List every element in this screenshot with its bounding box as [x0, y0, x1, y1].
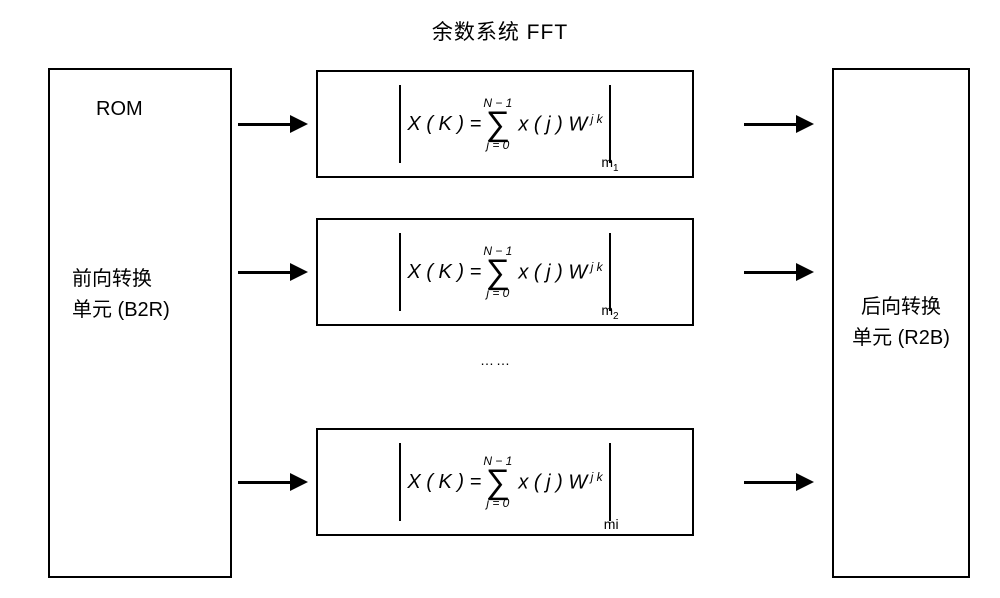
formula-box-2: X ( K ) =N − 1∑j = 0 x ( j ) W j k m2 [316, 218, 694, 326]
sum-block: N − 1∑j = 0 [483, 245, 512, 299]
mod-subscript: mi [604, 516, 619, 532]
b2r-label: 前向转换 单元 (B2R) [72, 264, 170, 326]
arrow-head-icon [290, 263, 308, 281]
mod-subscript: m2 [601, 302, 618, 322]
sum-lower: j = 0 [486, 497, 509, 509]
arrow-head-icon [796, 473, 814, 491]
abs-bar-left [399, 85, 401, 163]
r2b-line2: 单元 (R2B) [852, 327, 950, 349]
arrow-shaft [238, 123, 290, 126]
formula-xk: X ( K ) = [407, 471, 481, 494]
rom-label: ROM [96, 98, 143, 121]
arrow-shaft [744, 481, 796, 484]
abs-bar-right [609, 233, 611, 311]
abs-bar-right [609, 443, 611, 521]
ellipsis: …… [480, 352, 512, 368]
abs-bar-left [399, 443, 401, 521]
sigma-icon: ∑ [486, 465, 510, 499]
sum-lower: j = 0 [486, 287, 509, 299]
arrow-shaft [744, 123, 796, 126]
formula-W: W [568, 113, 587, 135]
formula-exp: j k [587, 470, 602, 484]
b2r-line1: 前向转换 [72, 268, 152, 290]
sigma-icon: ∑ [486, 107, 510, 141]
formula-exp: j k [587, 112, 602, 126]
b2r-line2: 单元 (B2R) [72, 299, 170, 321]
formula-xj: x ( j ) [518, 261, 568, 283]
sigma-icon: ∑ [486, 255, 510, 289]
sum-block: N − 1∑j = 0 [483, 97, 512, 151]
sum-block: N − 1∑j = 0 [483, 455, 512, 509]
r2b-label: 后向转换 单元 (R2B) [834, 292, 968, 354]
arrow-head-icon [796, 263, 814, 281]
sum-lower: j = 0 [486, 139, 509, 151]
formula-W: W [568, 261, 587, 283]
formula-box-3: X ( K ) =N − 1∑j = 0 x ( j ) W j kmi [316, 428, 694, 536]
formula-inner: X ( K ) =N − 1∑j = 0 x ( j ) W j k m1 [393, 72, 616, 176]
arrow-shaft [238, 271, 290, 274]
arrow-head-icon [290, 473, 308, 491]
formula-rhs: x ( j ) W j k [518, 260, 602, 285]
left-block: ROM 前向转换 单元 (B2R) [48, 68, 232, 578]
r2b-line1: 后向转换 [861, 296, 941, 318]
formula-exp: j k [587, 260, 602, 274]
right-block: 后向转换 单元 (R2B) [832, 68, 970, 578]
formula-xj: x ( j ) [518, 113, 568, 135]
formula-core: X ( K ) =N − 1∑j = 0 x ( j ) W j k [407, 455, 602, 509]
formula-xj: x ( j ) [518, 471, 568, 493]
arrow-head-icon [290, 115, 308, 133]
formula-box-1: X ( K ) =N − 1∑j = 0 x ( j ) W j k m1 [316, 70, 694, 178]
formula-core: X ( K ) =N − 1∑j = 0 x ( j ) W j k [407, 245, 602, 299]
formula-xk: X ( K ) = [407, 261, 481, 284]
formula-inner: X ( K ) =N − 1∑j = 0 x ( j ) W j kmi [393, 430, 616, 534]
abs-bar-right [609, 85, 611, 163]
formula-W: W [568, 471, 587, 493]
arrow-shaft [238, 481, 290, 484]
abs-bar-left [399, 233, 401, 311]
formula-rhs: x ( j ) W j k [518, 112, 602, 137]
diagram-title: 余数系统 FFT [0, 16, 1000, 46]
formula-inner: X ( K ) =N − 1∑j = 0 x ( j ) W j k m2 [393, 220, 616, 324]
formula-rhs: x ( j ) W j k [518, 470, 602, 495]
diagram-canvas: 余数系统 FFT ROM 前向转换 单元 (B2R) 后向转换 单元 (R2B)… [0, 0, 1000, 598]
formula-core: X ( K ) =N − 1∑j = 0 x ( j ) W j k [407, 97, 602, 151]
arrow-head-icon [796, 115, 814, 133]
mod-subscript: m1 [601, 154, 618, 174]
arrow-shaft [744, 271, 796, 274]
formula-xk: X ( K ) = [407, 113, 481, 136]
